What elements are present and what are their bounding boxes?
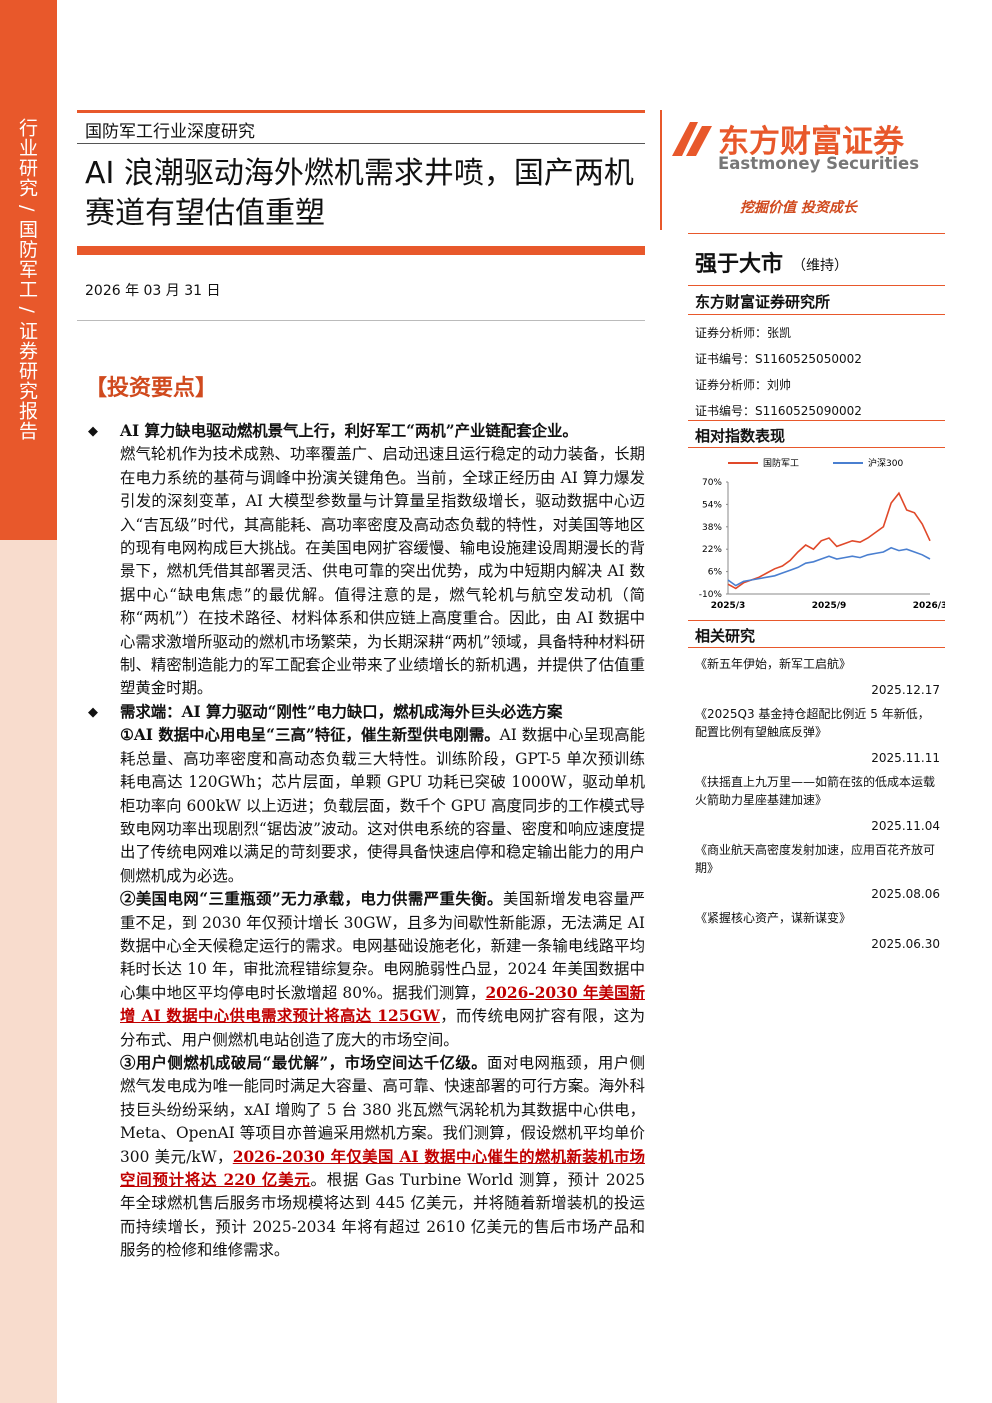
report-date: 2025.11.11	[871, 751, 940, 765]
divider	[660, 110, 662, 230]
rule	[688, 647, 945, 648]
report-title: 《扶摇直上九万里——如箭在弦的低成本运载火箭助力星座基建加速》	[695, 775, 936, 807]
y-tick-label: 38%	[702, 523, 722, 533]
logo: 东方财富证券	[718, 124, 904, 160]
rating: 强于大市	[695, 252, 784, 277]
y-tick-label: 70%	[702, 478, 722, 488]
report-date: 2025.08.06	[871, 887, 940, 901]
rule	[688, 285, 945, 286]
legend-label: 国防军工	[763, 457, 799, 469]
section-title: 【投资要点】	[85, 375, 218, 401]
chart-heading: 相对指数表现	[695, 427, 786, 445]
line	[727, 491, 931, 590]
text-run: 2026-2030 年美国新增 AI 数据中心供电需求预计将高达 125GW	[120, 983, 645, 1026]
rule	[688, 620, 945, 621]
report-date: 2025.11.04	[871, 819, 940, 833]
text-run: 2026-2030 年仅美国 AI 数据中心催生的燃机新装机市场空间预计将达 2…	[120, 1147, 645, 1189]
x-tick-label: 2025/9	[812, 601, 847, 611]
bullet: ◆ AI 算力缺电驱动燃机景气上行，利好军工“两机”产业链配套企业。燃气轮机作为技…	[85, 420, 645, 701]
analyst: 证书编号：S1160525090002	[695, 404, 862, 418]
bullet: ◆ 需求端：AI 算力驱动“刚性”电力缺口，燃机成海外巨头必选方案 ①AI 数据中心…	[85, 701, 645, 1263]
text-run: 。根据 Gas Turbine World 测算，预计 2025 年全球燃机售后…	[120, 1171, 646, 1260]
text-run: AI 数据中心呈现高能耗总量、高功率密度和高动态负载三大特性。训练阶段，GPT-…	[120, 726, 645, 885]
paragraph: ②美国电网“三重瓶颈”无力承载，电力供需严重失衡。美国新增发电容量严重不足，到 …	[120, 888, 645, 1052]
sidebar	[0, 0, 57, 540]
report-title: 《商业航天高密度发射加速，应用百花齐放可期》	[695, 843, 936, 875]
y-tick-label: 22%	[702, 545, 722, 555]
rule	[77, 143, 645, 144]
rule	[688, 314, 945, 315]
rule	[688, 420, 945, 421]
text-run: 面对电网瓶颈，用户侧燃气发电成为唯一能同时满足大容量、高可靠、快速部署的可行方案…	[120, 1053, 645, 1166]
category: 国防军工行业深度研究	[85, 122, 255, 142]
analysts: 证券分析师：张凯证书编号：S1160525050002 证券分析师：刘帅证书编号：…	[695, 320, 862, 424]
report-title: 《紧握核心资产，谋新谋变》	[695, 911, 852, 925]
bullet-heading: 需求端：AI 算力驱动“刚性”电力缺口，燃机成海外巨头必选方案	[120, 702, 563, 721]
chart: 70% 54% 38% 22% 6% -10%2025/3 2025/9 2026/3 国防军工…	[699, 457, 945, 611]
report-title: 《新五年伊始，新军工启航》	[695, 657, 852, 671]
report-date: 2025.12.17	[871, 683, 940, 697]
text-run: 美国新增发电容量严重不足，到 2030 年仅预计增长 30GW，且多为间歇性新能…	[120, 890, 645, 1002]
analyst: 证券分析师：张凯	[695, 326, 792, 340]
rule	[688, 447, 945, 448]
report-title: 《2025Q3 基金持仓超配比例近 5 年新低，配置比例有望触底反弹》	[695, 707, 930, 739]
rule	[77, 320, 645, 321]
paragraph: ①AI 数据中心用电呈“三高”特征，催生新型供电刚需。AI 数据中心呈现高能耗总…	[120, 724, 645, 888]
legend-label: 沪深300	[868, 457, 903, 469]
line	[727, 546, 931, 587]
rule	[77, 246, 645, 255]
research-heading: 相关研究	[695, 627, 756, 645]
bullet-heading: AI 算力缺电驱动燃机景气上行，利好军工“两机”产业链配套企业。	[120, 422, 578, 440]
institute: 东方财富证券研究所	[695, 293, 831, 311]
x-tick-label: 2026/3	[913, 601, 945, 611]
y-tick-label: 6%	[708, 568, 723, 578]
rating-note: （维持）	[792, 258, 848, 274]
bullet-mark: ◆	[88, 704, 98, 720]
analyst: 证券分析师：刘帅	[695, 378, 792, 392]
text-run: ，而传统电网扩容有限，这为分布式、用户侧燃机电站创造了庞大的市场空间。	[120, 1007, 645, 1049]
slogan: 挖掘价值 投资成长	[740, 200, 857, 216]
text-run: ①AI 数据中心用电呈“三高”特征，催生新型供电刚需。	[120, 726, 500, 745]
body: ◆ AI 算力缺电驱动燃机景气上行，利好军工“两机”产业链配套企业。燃气轮机作为技…	[85, 420, 645, 1263]
rule	[77, 110, 645, 113]
text-run: ③用户侧燃机成破局“最优解”，市场空间达千亿级。	[120, 1053, 488, 1072]
y-tick-label: 54%	[702, 500, 722, 510]
title: AI 浪潮驱动海外燃机需求井喷，国产两机赛道有望估值重塑	[85, 156, 634, 231]
rule	[688, 233, 945, 234]
x-tick-label: 2025/3	[711, 601, 746, 611]
sidebar-lower	[0, 540, 57, 1403]
analyst: 证书编号：S1160525050002	[695, 352, 862, 366]
report-date: 2025.06.30	[871, 937, 940, 951]
text-run: 燃气轮机作为技术成熟、功率覆盖广、启动迅速且运行稳定的动力装备，长期在电力系统的…	[120, 445, 645, 698]
paragraph: 燃气轮机作为技术成熟、功率覆盖广、启动迅速且运行稳定的动力装备，长期在电力系统的…	[120, 443, 645, 700]
bullet-mark: ◆	[88, 424, 98, 439]
research-list: 《新五年伊始，新军工启航》 2025.12.17 《2025Q3 基金持仓超配比例近…	[695, 652, 940, 959]
y-tick-label: -10%	[699, 590, 723, 600]
logo-icon	[672, 122, 712, 156]
logo-en: Eastmoney Securities	[718, 154, 920, 173]
text-run: ②美国电网“三重瓶颈”无力承载，电力供需严重失衡。	[120, 890, 503, 909]
paragraph: ③用户侧燃机成破局“最优解”，市场空间达千亿级。面对电网瓶颈，用户侧燃气发电成为…	[120, 1052, 645, 1263]
sidebar-text: 行业研究 / 国防军工 / 证券研究报告	[16, 118, 38, 441]
date: 2026 年 03 月 31 日	[85, 283, 221, 299]
